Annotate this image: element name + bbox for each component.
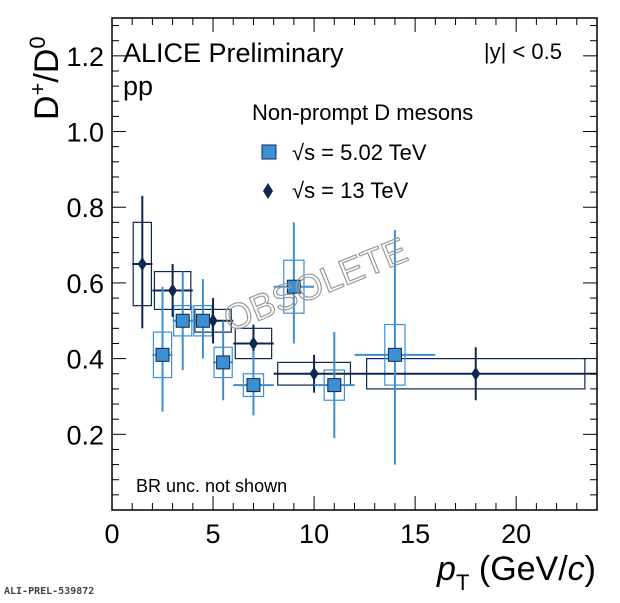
ylabel-sup1: + xyxy=(25,83,50,96)
x-tick-label: 10 xyxy=(299,519,329,549)
figure-id: ALI-PREL-539872 xyxy=(4,586,95,597)
x-tick-label: 0 xyxy=(104,519,119,549)
legend: √s = 5.02 TeV √s = 13 TeV xyxy=(261,140,427,203)
obsolete-watermark: OBSOLETE xyxy=(218,229,413,340)
xlabel-unit-close: ) xyxy=(585,550,596,588)
xlabel-unit-open: (GeV/ xyxy=(469,550,568,588)
x-tick-label: 20 xyxy=(501,519,531,549)
data-point-13 xyxy=(309,366,319,381)
data-point-502 xyxy=(216,355,231,370)
data-point-502 xyxy=(327,378,342,393)
y-axis-label: D+/D0 xyxy=(25,36,66,120)
data-point-502 xyxy=(286,279,301,294)
y-tick-label: 1.2 xyxy=(66,42,104,72)
data-point-13 xyxy=(137,257,147,271)
y-tick-label: 0.8 xyxy=(66,193,104,223)
y-tick-label: 0.2 xyxy=(66,420,104,450)
data-point-13 xyxy=(168,283,178,298)
x-axis-label: pT (GeV/c) xyxy=(436,550,596,595)
legend-marker-square xyxy=(261,144,277,160)
y-tick-label: 1.0 xyxy=(66,118,104,148)
data-point-13 xyxy=(248,336,258,351)
x-tick-label: 5 xyxy=(206,519,221,549)
data-point-13 xyxy=(471,366,481,381)
xlabel-t: T xyxy=(456,570,469,595)
legend-entry-13: √s = 13 TeV xyxy=(292,178,409,203)
ylabel-slash-d: /D xyxy=(28,49,66,83)
ylabel-sup2: 0 xyxy=(25,36,50,48)
x-tick-label: 15 xyxy=(400,519,430,549)
legend-entry-502: √s = 5.02 TeV xyxy=(292,140,427,165)
data-point-502 xyxy=(155,347,170,362)
rapidity-label: |y| < 0.5 xyxy=(484,39,562,64)
plot-area xyxy=(132,195,597,465)
data-point-502 xyxy=(175,313,190,328)
data-point-502 xyxy=(246,378,261,393)
data-point-13 xyxy=(208,313,218,328)
ylabel-d1: D xyxy=(28,95,66,120)
legend-marker-diamond xyxy=(263,183,273,199)
xlabel-c: c xyxy=(568,550,585,588)
xlabel-p: p xyxy=(436,550,456,588)
legend-title: Non-prompt D mesons xyxy=(252,100,473,125)
data-point-502 xyxy=(195,313,210,328)
axes: 0 5 10 15 20 0.2 0.4 0.6 0.8 1.0 1.2 xyxy=(66,17,598,549)
system-label: pp xyxy=(123,71,153,101)
data-point-502 xyxy=(387,347,402,362)
experiment-label: ALICE Preliminary xyxy=(123,38,344,68)
y-tick-label: 0.4 xyxy=(66,345,104,375)
y-tick-label: 0.6 xyxy=(66,269,104,299)
br-note: BR unc. not shown xyxy=(136,476,287,496)
